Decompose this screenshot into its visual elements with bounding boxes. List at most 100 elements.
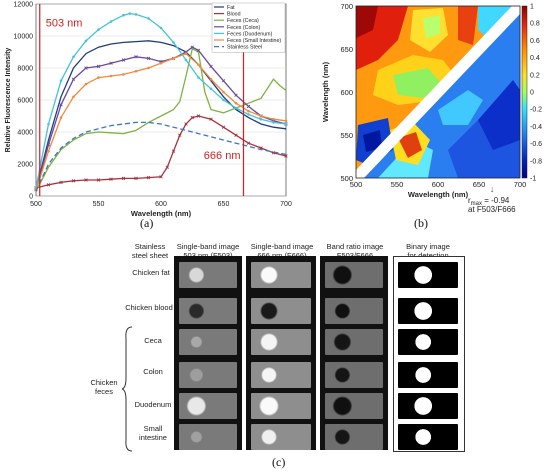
row-label-duodenum: Duodenum bbox=[134, 400, 172, 409]
panel-b-caption: (b) bbox=[414, 216, 428, 230]
series-point bbox=[246, 104, 251, 109]
y-tick-label: 700 bbox=[340, 2, 353, 11]
series-point bbox=[209, 117, 213, 121]
annotation-503nm: 503 nm bbox=[46, 17, 83, 29]
series-point bbox=[178, 133, 182, 137]
panel-c-caption: (c) bbox=[272, 455, 286, 469]
sample-image bbox=[325, 393, 383, 419]
col-header-binary: Binary imagefor detection bbox=[406, 242, 450, 260]
series-point bbox=[96, 178, 101, 182]
series-point bbox=[234, 101, 238, 105]
colorbar-tick-label: 0.2 bbox=[530, 72, 540, 79]
series-point bbox=[72, 95, 75, 99]
series-point bbox=[84, 82, 88, 86]
arrow-marker: ↓ bbox=[490, 184, 495, 194]
series-point bbox=[59, 79, 63, 83]
col-header-ratio: Band ratio imageF503/F666 bbox=[326, 242, 384, 260]
series-point bbox=[272, 117, 275, 121]
series-point bbox=[246, 141, 251, 145]
series-point bbox=[134, 176, 138, 181]
row-label-chicken-fat: Chicken fat bbox=[132, 268, 170, 277]
series-point bbox=[59, 103, 63, 107]
series-point bbox=[259, 114, 263, 118]
series-point bbox=[97, 28, 100, 31]
series-line bbox=[35, 46, 287, 190]
series-point bbox=[121, 176, 126, 181]
annotation-666nm: 666 nm bbox=[204, 150, 241, 162]
x-tick-label: 550 bbox=[391, 180, 404, 189]
series-point bbox=[46, 183, 51, 187]
x-axis-label: Wavelength (nm) bbox=[131, 209, 192, 218]
legend-label: Feces (Ceca) bbox=[227, 18, 259, 24]
series-point bbox=[172, 41, 175, 44]
series-point bbox=[134, 69, 138, 73]
legend-box bbox=[211, 2, 286, 53]
series-point bbox=[159, 26, 163, 30]
legend-label: Feces (Duodenum) bbox=[227, 31, 273, 37]
legend-label: Feces (Small Intestine) bbox=[227, 38, 281, 44]
sample-image bbox=[325, 424, 383, 450]
x-tick-label: 500 bbox=[350, 180, 363, 189]
series-point bbox=[221, 125, 226, 129]
sample-image bbox=[179, 262, 237, 288]
y-tick-label: 600 bbox=[340, 88, 353, 97]
series-point bbox=[47, 122, 50, 126]
sample-image bbox=[325, 329, 383, 355]
series-line bbox=[35, 47, 287, 192]
colorbar-tick-label: -0.2 bbox=[530, 107, 542, 114]
series-line bbox=[35, 40, 287, 190]
series-point bbox=[109, 61, 113, 65]
sample-image bbox=[179, 362, 237, 388]
sample-image bbox=[179, 424, 237, 450]
colorbar-tick-label: -0.6 bbox=[530, 141, 542, 148]
series-point bbox=[84, 39, 88, 43]
y-tick-label: 8000 bbox=[17, 66, 33, 73]
sample-image bbox=[251, 298, 311, 324]
heatmap-region bbox=[398, 132, 422, 158]
series-point bbox=[196, 114, 201, 118]
legend-label: Fat bbox=[227, 5, 235, 11]
series-point bbox=[46, 143, 51, 147]
colorbar-tick-label: 0.6 bbox=[530, 38, 540, 45]
sample-image bbox=[251, 424, 311, 450]
series-point bbox=[184, 58, 188, 62]
series-point bbox=[134, 13, 138, 16]
sample-image bbox=[398, 362, 458, 388]
legend-label: Stainless Steel bbox=[227, 45, 262, 51]
series-point bbox=[184, 52, 188, 55]
x-tick-label: 600 bbox=[155, 201, 167, 208]
colorbar bbox=[521, 5, 528, 179]
colorbar-tick-label: -1 bbox=[530, 176, 536, 183]
sample-image bbox=[398, 298, 458, 324]
heatmap-region bbox=[363, 130, 382, 152]
rmax-location: at F503/F666 bbox=[468, 205, 516, 214]
heatmap-region bbox=[438, 90, 483, 125]
series-line bbox=[35, 121, 287, 192]
series-point bbox=[172, 57, 175, 60]
series-point bbox=[72, 55, 75, 59]
sample-image bbox=[251, 362, 311, 388]
sample-image bbox=[325, 362, 383, 388]
series-point bbox=[190, 115, 194, 120]
y-tick-label: 6000 bbox=[17, 98, 33, 105]
series-point bbox=[122, 13, 125, 17]
y-tick-label: 10000 bbox=[14, 34, 34, 41]
series-point bbox=[71, 77, 76, 81]
x-tick-label: 700 bbox=[514, 180, 527, 189]
series-point bbox=[59, 116, 63, 119]
series-point bbox=[284, 154, 288, 158]
x-tick-label: 500 bbox=[30, 201, 42, 208]
series-point bbox=[222, 90, 225, 94]
y-axis-label: Wavelength (nm) bbox=[321, 61, 330, 122]
series-point bbox=[284, 119, 288, 123]
sample-image bbox=[325, 298, 383, 324]
rmax-symbol: r bbox=[468, 196, 471, 205]
colorbar-tick-label: 1 bbox=[530, 4, 534, 11]
series-point bbox=[272, 121, 275, 124]
heatmap-region bbox=[423, 16, 440, 38]
sample-image bbox=[398, 424, 458, 450]
series-point bbox=[84, 66, 88, 70]
x-tick-label: 700 bbox=[280, 201, 292, 208]
series-point bbox=[109, 20, 113, 23]
rmax-subscript: max bbox=[471, 201, 482, 207]
